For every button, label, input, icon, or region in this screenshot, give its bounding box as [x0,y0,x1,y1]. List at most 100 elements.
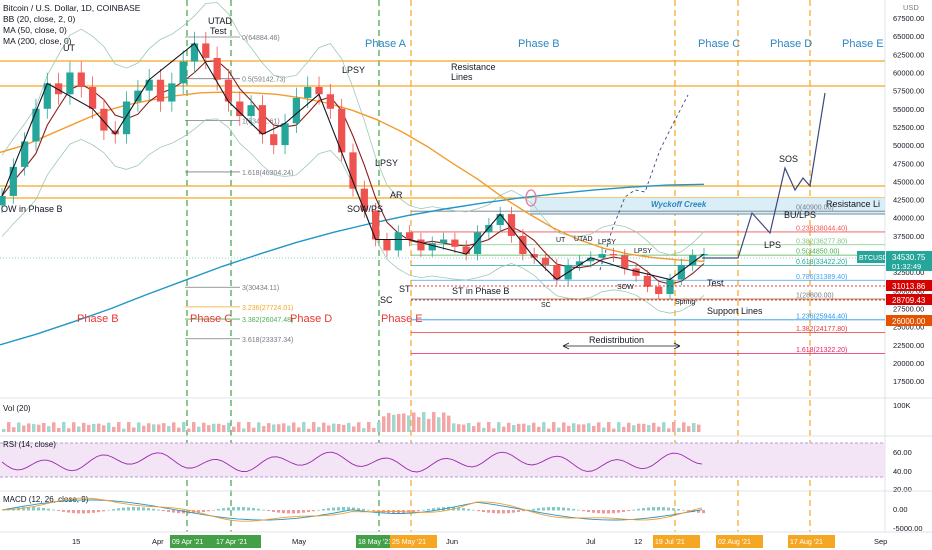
macd-bar-127 [637,508,640,511]
candle-body-28 [315,87,323,95]
candle-body-54 [609,254,618,256]
creek-touch-marker [525,189,537,207]
price-tick-19: 20000.00 [893,359,924,368]
macd-bar-140 [702,510,705,514]
price-tick-20: 17500.00 [893,377,924,386]
volume-bar-81 [407,415,411,432]
phase-top-4: Phase E [842,38,884,50]
macd-bar-122 [612,510,615,514]
rsi-tick-20: 20.00 [893,485,912,494]
ann-utad-2: UTAD [574,236,593,243]
macd-bar-130 [652,507,655,511]
volume-bar-89 [447,415,451,432]
macd-bar-85 [427,508,430,511]
volume-bar-42 [212,423,216,432]
macd-bar-15 [77,510,80,514]
fib-right-label-7: 1.236(25944.40) [796,313,847,320]
ann-lpsy-4: LPSY [634,248,652,255]
macd-bar-125 [627,510,630,512]
date-marker-4: 19 Jul '21 [655,539,685,546]
price-tick-1: 65000.00 [893,32,924,41]
date-marker-bg-6 [788,535,835,548]
volume-bar-74 [372,428,376,432]
macd-bar-126 [632,509,635,511]
candle-body-23 [258,105,267,135]
macd-bar-84 [422,509,425,511]
ann-st: ST [399,284,411,294]
macd-bar-98 [492,510,495,514]
date-tick-3: Jun [446,537,458,546]
volume-bar-48 [242,428,246,432]
candle-body-10 [111,130,119,135]
macd-label[interactable]: MACD (12, 26, close, 9) [3,495,89,504]
macd-bar-128 [642,508,645,511]
macd-bar-33 [167,510,170,512]
price-axis: 67500.00 65000.00 62500.00 60000.00 57500.00… [893,14,924,386]
volume-label[interactable]: Vol (20) [3,404,31,413]
ann-ar: AR [390,190,403,200]
volume-bar-116 [582,424,586,432]
candle-body-17 [190,43,199,62]
currency-label: USD [903,3,919,12]
volume-bar-70 [352,426,356,432]
volume-bar-59 [297,427,301,432]
volume-bar-50 [252,427,256,432]
redistribution-label: Redistribution [589,335,644,345]
price-tick-10: 42500.00 [893,196,924,205]
fib-right-label-3: 0.5(34850.00) [796,249,840,256]
price-tick-2: 62500.00 [893,50,924,59]
macd-bar-32 [162,510,165,512]
fib-upper-label-3: 1.618(46304.24) [242,170,293,177]
volume-bar-9 [47,426,51,432]
volume-bar-125 [627,422,631,432]
macd-bar-119 [597,510,600,514]
ann-spring: Spring [675,299,695,306]
macd-bar-39 [197,510,200,513]
macd-bar-44 [222,508,225,511]
macd-bar-9 [47,508,50,511]
indicator-ma200-label[interactable]: MA (200, close, 0) [3,36,72,46]
macd-bar-92 [462,508,465,511]
rsi-label[interactable]: RSI (14, close) [3,440,56,449]
volume-bar-25 [127,422,131,432]
phase-top-3: Phase D [770,38,812,50]
macd-bar-124 [622,510,625,512]
macd-bar-13 [67,510,70,513]
date-marker-bg-5 [716,535,763,548]
volume-bar-24 [122,428,126,432]
macd-bar-93 [467,508,470,511]
fib-upper-label-0: 0(64884.46) [242,35,280,42]
macd-bar-26 [132,507,135,511]
volume-bar-64 [322,422,326,432]
macd-bar-52 [262,509,265,511]
volume-bar-20 [102,425,106,432]
date-axis[interactable]: 15 Apr May Jun Jul 12 Sep 09 Apr '21 17 Apr '21 1… [72,535,887,548]
phase-top-2: Phase C [698,38,740,50]
macd-bar-100 [502,510,505,514]
candle-body-37 [417,239,425,251]
macd-bar-74 [372,510,375,512]
macd-bar-10 [52,509,55,511]
macd-bar-45 [227,507,230,511]
level-a-badge-bg [886,280,932,291]
fib-lower-label-3: 3.618(23337.34) [242,337,293,344]
macd-bar-61 [307,510,310,513]
phase-top-0: Phase A [365,38,407,50]
ann-ut-2: UT [556,237,566,244]
macd-bar-49 [247,507,250,511]
ann-test: Test [210,26,227,36]
macd-bar-101 [507,510,510,514]
phase-bottom-0: Phase B [77,313,119,325]
macd-bar-106 [532,508,535,511]
macd-bar-41 [207,510,210,512]
volume-bar-90 [452,423,456,432]
volume-bar-104 [522,423,526,432]
volume-bar-5 [27,423,31,432]
indicator-ma50-label[interactable]: MA (50, close, 0) [3,25,67,35]
volume-bar-49 [247,422,251,432]
price-axis-bg[interactable] [885,0,932,550]
candle-body-13 [145,79,153,91]
indicator-bb-label[interactable]: BB (20, close, 2, 0) [3,14,75,24]
candle-body-35 [394,232,402,251]
